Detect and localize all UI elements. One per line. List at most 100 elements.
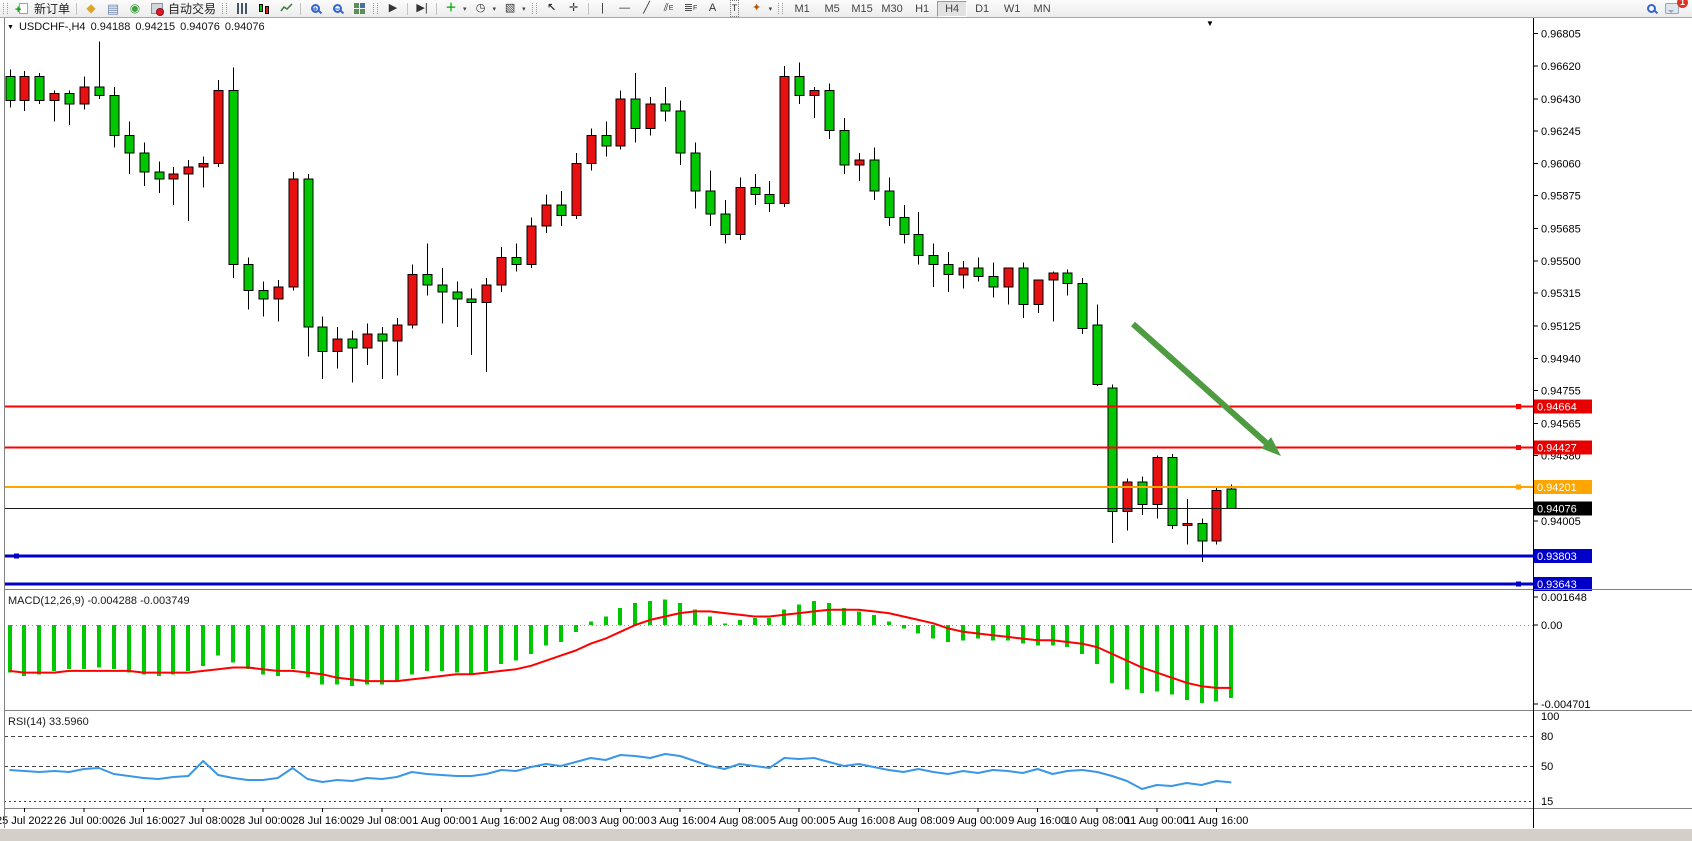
svg-text:0.94201: 0.94201	[1537, 482, 1577, 494]
svg-text:29 Jul 08:00: 29 Jul 08:00	[352, 815, 412, 827]
chart-title: ▼ USDCHF-,H4 0.94188 0.94215 0.94076 0.9…	[7, 21, 265, 33]
arrows-button[interactable]: ✦ ▾	[746, 1, 776, 16]
chart-high-value: 0.94215	[135, 21, 176, 33]
chart-low-value: 0.94076	[180, 21, 220, 33]
chart-svg[interactable]: 0.96805 0.96620 0.96430 0.96245 0.96060 0.958…	[0, 18, 1692, 841]
svg-text:0.94755: 0.94755	[1541, 385, 1581, 397]
chat-icon	[1665, 3, 1679, 14]
profiles-button[interactable]: ◆	[80, 1, 102, 16]
svg-text:5 Aug 00:00: 5 Aug 00:00	[770, 815, 829, 827]
svg-text:0.96805: 0.96805	[1541, 29, 1581, 41]
indicators-button[interactable]: ＋ ▾	[440, 1, 470, 16]
auto-scroll-button[interactable]: ▶	[382, 1, 404, 16]
autotrading-label: 自动交易	[168, 2, 217, 16]
signal-button[interactable]: ◉	[124, 1, 146, 16]
svg-text:28 Jul 16:00: 28 Jul 16:00	[292, 815, 352, 827]
templates-button[interactable]: ▧ ▾	[499, 1, 529, 16]
time-axis[interactable]: 25 Jul 2022 26 Jul 00:00 26 Jul 16:00 27 Ju…	[0, 808, 1248, 827]
tf-button-M30[interactable]: M30	[881, 2, 903, 15]
svg-text:100: 100	[1541, 711, 1559, 723]
svg-text:10 Aug 08:00: 10 Aug 08:00	[1065, 815, 1130, 827]
zoom-in-button[interactable]: +	[304, 1, 326, 16]
profiles-icon: ◆	[86, 1, 96, 15]
chat-button[interactable]: 1	[1662, 0, 1688, 16]
toolbar-grip[interactable]	[222, 3, 228, 14]
cursor-button[interactable]: ↖	[541, 1, 563, 16]
text-icon: A	[708, 2, 717, 14]
new-order-button[interactable]: + 新订单	[12, 1, 73, 16]
chat-badge: 1	[1677, 0, 1688, 8]
svg-text:0.96430: 0.96430	[1541, 94, 1581, 106]
chart-window: ▼ USDCHF-,H4 0.94188 0.94215 0.94076 0.9…	[0, 18, 1692, 841]
toolbar-grip[interactable]	[3, 3, 8, 14]
equidistant-channel-button[interactable]: ⫽ E	[658, 1, 680, 16]
tf-button-W1[interactable]: W1	[1003, 2, 1021, 15]
autotrading-icon	[149, 1, 165, 16]
zoom-out-button[interactable]: −	[326, 1, 348, 16]
search-button[interactable]	[1640, 1, 1662, 16]
tf-button-D1[interactable]: D1	[975, 2, 990, 15]
svg-text:28 Jul 00:00: 28 Jul 00:00	[233, 815, 293, 827]
svg-text:0.95875: 0.95875	[1541, 191, 1581, 203]
text-label-icon: T	[727, 0, 743, 17]
svg-text:0.94664: 0.94664	[1537, 401, 1577, 413]
price-axis[interactable]: 0.96805 0.96620 0.96430 0.96245 0.96060 0.958…	[1533, 29, 1581, 528]
horizontal-lines[interactable]: 0.94664 0.94427 0.94201 0.94076 0.93803 0.936…	[4, 399, 1592, 592]
horizontal-line-button[interactable]: —	[614, 1, 636, 16]
tf-button-H1[interactable]: H1	[915, 2, 930, 15]
candlestick-chart-button[interactable]	[253, 1, 275, 16]
chart-shift-icon: ▶|	[416, 2, 428, 14]
svg-text:RSI(14) 33.5960: RSI(14) 33.5960	[8, 716, 89, 728]
candlesticks	[5, 41, 1237, 562]
tf-button-MN[interactable]: MN	[1033, 2, 1051, 15]
tile-windows-button[interactable]	[348, 1, 370, 16]
tf-button-M15[interactable]: M15	[851, 2, 873, 15]
bars-chart-icon	[234, 1, 250, 16]
chart-shift-button[interactable]: ▶|	[411, 1, 433, 16]
svg-text:0.95685: 0.95685	[1541, 224, 1581, 236]
svg-text:3 Aug 16:00: 3 Aug 16:00	[651, 815, 710, 827]
data-window-button[interactable]: ▤	[102, 1, 124, 16]
periods-icon: ◷	[475, 2, 486, 14]
toolbar-grip[interactable]	[778, 3, 784, 14]
trend-arrow[interactable]	[1131, 321, 1281, 456]
status-bar	[0, 828, 1692, 841]
tf-button-H4[interactable]: H4	[937, 0, 968, 17]
line-chart-button[interactable]	[275, 1, 297, 16]
vertical-line-button[interactable]: |	[592, 1, 614, 16]
text-button[interactable]: A	[702, 1, 724, 16]
periods-button[interactable]: ◷ ▾	[470, 1, 500, 16]
new-order-label: 新订单	[34, 2, 71, 16]
svg-text:80: 80	[1541, 731, 1553, 743]
candles-chart-icon	[256, 1, 272, 16]
svg-text:26 Jul 16:00: 26 Jul 16:00	[114, 815, 174, 827]
zoom-out-icon: −	[332, 4, 342, 14]
text-label-button[interactable]: T	[724, 0, 746, 17]
tf-button-M1[interactable]: M1	[794, 2, 810, 15]
arrows-icon: ✦	[751, 2, 762, 14]
chart-symbol-period: USDCHF-,H4	[18, 21, 86, 33]
svg-text:5 Aug 16:00: 5 Aug 16:00	[829, 815, 888, 827]
chart-collapse-icon[interactable]: ▼	[7, 23, 14, 31]
data-window-icon: ▤	[106, 1, 120, 16]
svg-text:0.95315: 0.95315	[1541, 288, 1581, 300]
tf-button-M5[interactable]: M5	[824, 2, 840, 15]
crosshair-button[interactable]: ✛	[563, 1, 585, 16]
chart-menu-icon[interactable]: ▼	[1206, 19, 1214, 28]
svg-text:0.94940: 0.94940	[1541, 353, 1581, 365]
main-toolbar: + 新订单 ◆ ▤ ◉ 自动交易 + − ▶ ▶| ＋ ▾ ◷ ▾ ▧ ▾ ↖ ✛ |…	[0, 0, 1692, 18]
toolbar-grip[interactable]	[373, 3, 379, 14]
fibonacci-button[interactable]: ≣ F	[680, 1, 702, 16]
svg-text:0.96245: 0.96245	[1541, 126, 1581, 138]
chart-open-value: 0.94188	[90, 21, 131, 33]
trendline-icon: ╱	[643, 2, 650, 14]
svg-text:50: 50	[1541, 761, 1553, 773]
toolbar-grip[interactable]	[531, 3, 537, 14]
autotrading-button[interactable]: 自动交易	[146, 1, 219, 16]
svg-text:1 Aug 16:00: 1 Aug 16:00	[472, 815, 531, 827]
vertical-line-icon: |	[601, 2, 604, 14]
trendline-button[interactable]: ╱	[636, 1, 658, 16]
bar-chart-button[interactable]	[231, 1, 253, 16]
equidistant-channel-icon: ⫽ E	[663, 2, 674, 14]
